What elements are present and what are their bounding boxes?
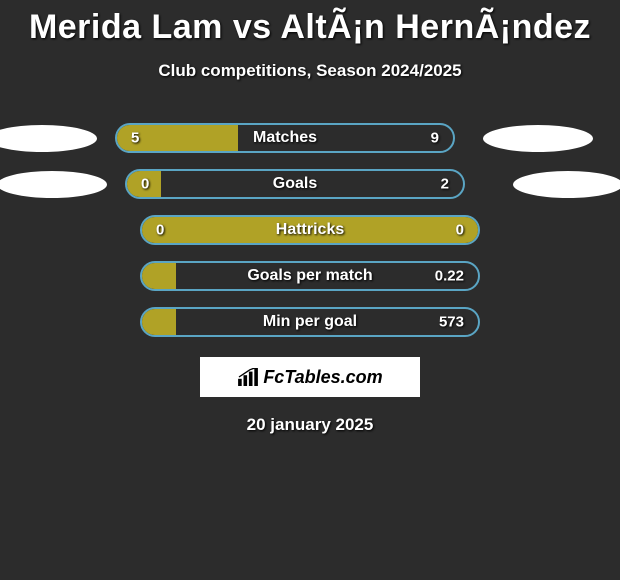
stat-row: 0 Hattricks 0 bbox=[0, 215, 620, 245]
subtitle: Club competitions, Season 2024/2025 bbox=[0, 61, 620, 81]
stat-row: Goals per match 0.22 bbox=[0, 261, 620, 291]
stat-value-left: 0 bbox=[141, 176, 149, 193]
stat-value-right: 2 bbox=[441, 176, 449, 193]
stat-label: Goals bbox=[273, 175, 317, 193]
stat-value-right: 573 bbox=[439, 314, 464, 331]
stat-label: Min per goal bbox=[263, 313, 357, 331]
stat-rows: 5 Matches 9 0 Goals 2 0 Hattricks 0 Goals per mat… bbox=[0, 123, 620, 337]
team-right-ellipse bbox=[513, 171, 620, 198]
stat-bar: Goals per match 0.22 bbox=[140, 261, 480, 291]
logo-box: FcTables.com bbox=[200, 357, 420, 397]
stat-bar: 0 Hattricks 0 bbox=[140, 215, 480, 245]
stat-label: Matches bbox=[253, 129, 317, 147]
stat-value-left: 0 bbox=[156, 222, 164, 239]
chart-icon bbox=[237, 368, 259, 386]
team-right-ellipse bbox=[483, 125, 593, 152]
stat-value-left: 5 bbox=[131, 130, 139, 147]
stat-row: 5 Matches 9 bbox=[0, 123, 620, 153]
stat-row: 0 Goals 2 bbox=[0, 169, 620, 199]
stat-row: Min per goal 573 bbox=[0, 307, 620, 337]
comparison-infographic: Merida Lam vs AltÃ¡n HernÃ¡ndez Club com… bbox=[0, 0, 620, 435]
logo-text: FcTables.com bbox=[263, 367, 382, 388]
team-left-ellipse bbox=[0, 171, 107, 198]
stat-bar-fill bbox=[142, 309, 176, 335]
stat-bar: 5 Matches 9 bbox=[115, 123, 455, 153]
stat-value-right: 0 bbox=[456, 222, 464, 239]
team-left-ellipse bbox=[0, 125, 97, 152]
stat-value-right: 9 bbox=[431, 130, 439, 147]
page-title: Merida Lam vs AltÃ¡n HernÃ¡ndez bbox=[0, 8, 620, 47]
date: 20 january 2025 bbox=[0, 415, 620, 435]
stat-bar: Min per goal 573 bbox=[140, 307, 480, 337]
stat-value-right: 0.22 bbox=[435, 268, 464, 285]
stat-bar: 0 Goals 2 bbox=[125, 169, 465, 199]
stat-label: Hattricks bbox=[276, 221, 344, 239]
stat-bar-fill bbox=[142, 263, 176, 289]
stat-label: Goals per match bbox=[247, 267, 372, 285]
